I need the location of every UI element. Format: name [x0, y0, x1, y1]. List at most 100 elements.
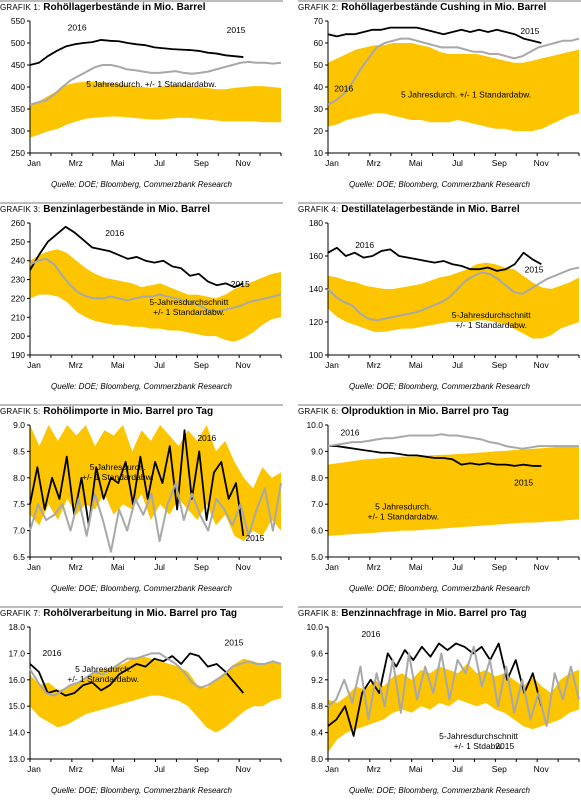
source-note: Quelle: DOE; Bloomberg, Commerzbank Rese…	[349, 786, 530, 795]
y-tick-label: 30	[314, 104, 324, 114]
series-line-2016	[29, 652, 245, 697]
y-tick-label: 60	[314, 38, 324, 48]
y-tick-label: 8.5	[13, 446, 25, 456]
x-tick-label: Jul	[154, 562, 165, 572]
y-tick-label: 10.0	[306, 420, 323, 430]
y-tick-label: 7.0	[13, 526, 25, 536]
x-tick-label: Sep	[194, 158, 209, 168]
series-line-2015	[327, 37, 580, 106]
y-tick-label: 6.0	[311, 526, 323, 536]
y-tick-label: 260	[11, 218, 25, 228]
chart-title-text: Destillatelagerbestände in Mio. Barrel	[338, 204, 520, 215]
x-tick-label: Jul	[452, 360, 463, 370]
series-label-2016: 2016	[355, 240, 374, 250]
y-tick-label: 9.2	[311, 675, 323, 685]
band-label: 5-Jahresdurchschnitt	[452, 310, 532, 320]
chart-panel-4: GRAFIK 4: Destillatelagerbestände in Mio…	[298, 202, 581, 392]
y-tick-label: 190	[11, 350, 25, 360]
x-tick-label: Mai	[409, 764, 423, 774]
x-tick-label: Sep	[492, 562, 507, 572]
x-tick-label: Sep	[194, 764, 209, 774]
x-tick-label: Jul	[154, 764, 165, 774]
x-tick-label: Mai	[111, 562, 125, 572]
x-tick-label: Mrz	[367, 764, 381, 774]
x-tick-label: Mrz	[69, 360, 83, 370]
y-tick-label: 240	[11, 256, 25, 266]
y-tick-label: 16.0	[8, 675, 25, 685]
series-line-2016	[29, 39, 244, 66]
series-label-2016: 2016	[105, 228, 124, 238]
y-tick-label: 350	[11, 104, 25, 114]
x-tick-label: Nov	[534, 360, 550, 370]
y-tick-label: 9.0	[13, 420, 25, 430]
panel-rule	[298, 0, 581, 2]
chart-title-text: Benzinnachfrage in Mio. Barrel pro Tag	[338, 608, 527, 619]
chart-title: GRAFIK 4: Destillatelagerbestände in Mio…	[298, 204, 581, 218]
chart-number: GRAFIK 7:	[0, 609, 41, 618]
panel-rule	[298, 606, 581, 608]
std-band-area	[328, 445, 579, 536]
y-tick-label: 230	[11, 275, 25, 285]
x-tick-label: Mai	[111, 764, 125, 774]
chart-title: GRAFIK 2: Rohöllagerbestände Cushing in …	[298, 2, 581, 16]
x-tick-label: Sep	[492, 360, 507, 370]
chart-number: GRAFIK 3:	[0, 205, 41, 214]
y-tick-label: 70	[314, 16, 324, 26]
band-label: +/- 1 Stdabw.	[454, 741, 504, 751]
std-band-area	[328, 262, 579, 339]
y-tick-label: 250	[11, 237, 25, 247]
x-tick-label: Nov	[534, 764, 550, 774]
x-tick-label: Jan	[325, 360, 339, 370]
x-tick-label: Mrz	[367, 360, 381, 370]
series-label-2016: 2016	[68, 23, 87, 33]
x-tick-label: Jan	[325, 764, 339, 774]
source-note: Quelle: DOE; Bloomberg, Commerzbank Rese…	[51, 786, 232, 795]
panel-rule	[0, 202, 283, 204]
chart-panel-6: GRAFIK 6: Ölproduktion in Mio. Barrel pr…	[298, 404, 581, 594]
series-label-2016: 2016	[197, 433, 216, 443]
y-tick-label: 220	[11, 293, 25, 303]
y-tick-label: 200	[11, 331, 25, 341]
y-tick-label: 6.5	[13, 552, 25, 562]
series-label-2016: 2016	[43, 648, 62, 658]
std-band-area	[328, 663, 579, 753]
chart-panel-1: GRAFIK 1: Rohöllagerbestände in Mio. Bar…	[0, 0, 283, 190]
y-tick-label: 50	[314, 60, 324, 70]
x-tick-label: Sep	[492, 158, 507, 168]
band-label: +/- 1 Standardabw.	[82, 472, 154, 482]
chart-title: GRAFIK 6: Ölproduktion in Mio. Barrel pr…	[298, 406, 581, 420]
x-tick-label: Mai	[409, 158, 423, 168]
band-label: +/- 1 Standardabw.	[368, 511, 440, 521]
panel-rule	[0, 0, 283, 2]
band-label: 5 Jahresdurch.	[375, 501, 431, 511]
x-tick-label: Jul	[452, 562, 463, 572]
x-tick-label: Nov	[236, 562, 252, 572]
x-tick-label: Sep	[194, 360, 209, 370]
x-tick-label: Mai	[111, 158, 125, 168]
source-note: Quelle: DOE; Bloomberg, Commerzbank Rese…	[51, 584, 232, 593]
y-tick-label: 400	[11, 82, 25, 92]
y-tick-label: 7.0	[311, 499, 323, 509]
series-label-2015: 2015	[245, 533, 264, 543]
chart-panel-7: GRAFIK 7: Rohölverarbeitung in Mio. Barr…	[0, 606, 283, 796]
x-tick-label: Jul	[154, 158, 165, 168]
y-tick-label: 13.0	[8, 754, 25, 764]
std-band-area	[30, 425, 281, 542]
source-note: Quelle: DOE; Bloomberg, Commerzbank Rese…	[349, 382, 530, 391]
y-tick-label: 40	[314, 82, 324, 92]
chart-svg: 5.0 6.0 7.0 8.0 9.0 10.0 Jan Mrz Mai Jul Sep Nov 201…	[306, 420, 580, 572]
series-label-2015: 2015	[525, 265, 544, 275]
y-tick-label: 100	[309, 350, 323, 360]
x-tick-label: Mrz	[367, 158, 381, 168]
chart-panel-8: GRAFIK 8: Benzinnachfrage in Mio. Barrel…	[298, 606, 581, 796]
band-label: 5-Jahresdurchschnitt	[439, 731, 519, 741]
y-tick-label: 9.0	[311, 446, 323, 456]
x-tick-label: Jan	[325, 158, 339, 168]
y-tick-label: 210	[11, 312, 25, 322]
chart-svg: 100 120 140 160 180 Jan Mrz Mai Jul Sep Nov 2016 201…	[309, 218, 580, 370]
y-tick-label: 180	[309, 218, 323, 228]
y-tick-label: 8.4	[311, 728, 323, 738]
chart-number: GRAFIK 4:	[298, 205, 339, 214]
series-line-2015	[327, 266, 580, 322]
chart-panel-2: GRAFIK 2: Rohöllagerbestände Cushing in …	[298, 0, 581, 190]
